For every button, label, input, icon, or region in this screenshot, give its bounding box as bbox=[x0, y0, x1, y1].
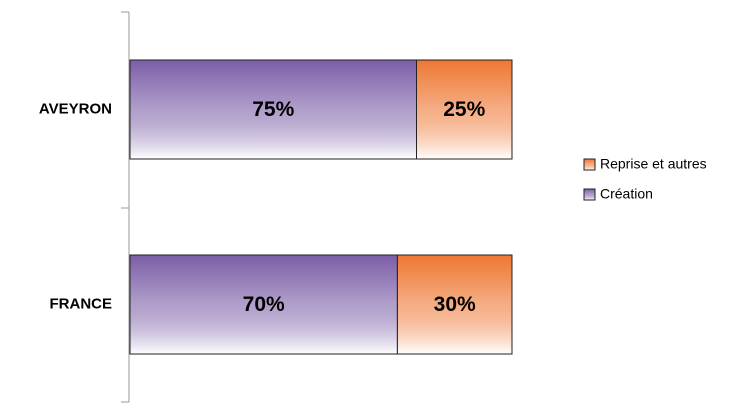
legend-swatch bbox=[583, 158, 596, 171]
legend-label: Reprise et autres bbox=[600, 156, 707, 172]
value-label: 70% bbox=[243, 293, 285, 316]
category-label: AVEYRON bbox=[39, 100, 112, 117]
bar-segment bbox=[396, 254, 513, 355]
value-label: 75% bbox=[252, 98, 294, 121]
value-label: 30% bbox=[434, 293, 476, 316]
bar-segment bbox=[129, 254, 398, 355]
bar-segment bbox=[416, 59, 513, 160]
legend-swatch bbox=[583, 188, 596, 201]
legend-label: Création bbox=[600, 186, 653, 202]
bar-segment bbox=[129, 59, 417, 160]
value-label: 25% bbox=[443, 98, 485, 121]
category-label: FRANCE bbox=[50, 295, 113, 312]
